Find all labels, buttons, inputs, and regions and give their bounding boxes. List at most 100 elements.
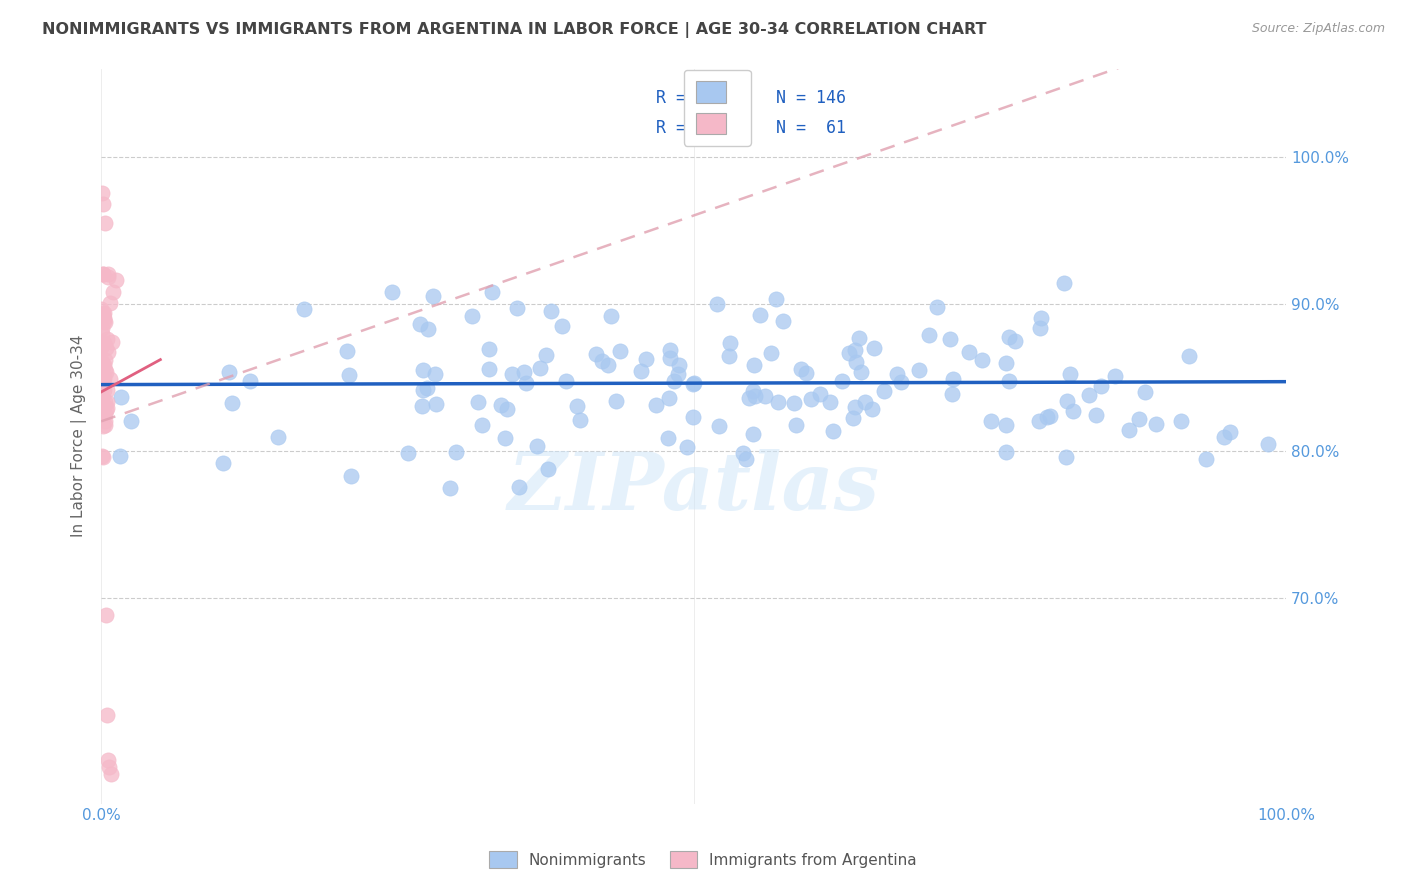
Point [568,413,591,427]
Point [872,384,894,398]
Point [1029,311,1052,326]
Point [959,345,981,359]
Point [211,456,233,470]
Point [425,367,447,381]
Point [842,411,865,425]
Point [91,268,114,282]
Point [565,399,588,413]
Point [90,354,112,368]
Point [658,392,681,406]
Point [93,308,115,322]
Point [94,608,117,623]
Point [90,360,112,375]
Point [744,389,766,403]
Point [93,311,115,326]
Point [851,365,873,379]
Point [412,363,434,377]
Point [657,431,679,445]
Point [848,331,870,345]
Point [526,439,548,453]
Point [796,366,818,380]
Point [970,353,993,368]
Point [941,387,963,401]
Point [103,285,125,299]
Point [108,449,131,463]
Point [91,393,114,408]
Point [997,330,1019,344]
Point [337,368,360,383]
Point [439,481,461,495]
Point [540,304,562,318]
Point [1052,276,1074,290]
Point [1170,414,1192,428]
Point [785,418,807,433]
Point [717,349,740,363]
Point [1128,412,1150,426]
Legend: Nonimmigrants, Immigrants from Argentina: Nonimmigrants, Immigrants from Argentina [481,844,925,875]
Point [768,394,790,409]
Point [742,427,765,442]
Point [1090,379,1112,393]
Point [97,268,120,282]
Legend: , : , [683,70,751,145]
Point [94,408,117,422]
Point [396,446,419,460]
Point [818,395,841,409]
Y-axis label: In Labor Force | Age 30-34: In Labor Force | Age 30-34 [72,334,87,537]
Point [93,306,115,320]
Point [93,352,115,367]
Point [995,445,1018,459]
Point [742,358,765,372]
Point [682,410,704,425]
Point [886,368,908,382]
Point [942,371,965,385]
Point [98,760,121,774]
Point [630,364,652,378]
Point [997,374,1019,388]
Point [863,341,886,355]
Point [340,469,363,483]
Point [446,445,468,459]
Point [91,337,114,351]
Point [741,384,763,398]
Point [821,424,844,438]
Point [636,351,658,366]
Point [599,309,621,323]
Point [416,322,439,336]
Point [1118,423,1140,437]
Point [1133,384,1156,399]
Point [1257,436,1279,450]
Point [478,343,501,357]
Point [844,400,866,414]
Point [481,285,503,299]
Point [93,370,115,384]
Point [1036,409,1059,424]
Point [658,343,681,358]
Point [731,446,754,460]
Point [91,378,114,392]
Point [596,358,619,372]
Point [706,297,728,311]
Point [658,351,681,366]
Point [995,418,1018,433]
Point [605,393,627,408]
Point [765,292,787,306]
Point [471,418,494,433]
Point [1194,451,1216,466]
Point [1104,369,1126,384]
Point [422,289,444,303]
Point [90,340,112,354]
Point [409,317,432,331]
Point [501,368,523,382]
Text: R = 0.029   N = 146: R = 0.029 N = 146 [655,89,845,107]
Point [508,480,530,494]
Point [91,359,114,374]
Point [980,414,1002,428]
Point [1212,430,1234,444]
Point [844,355,866,369]
Point [90,327,112,342]
Point [1144,417,1167,431]
Point [91,402,114,417]
Point [668,358,690,372]
Point [644,398,666,412]
